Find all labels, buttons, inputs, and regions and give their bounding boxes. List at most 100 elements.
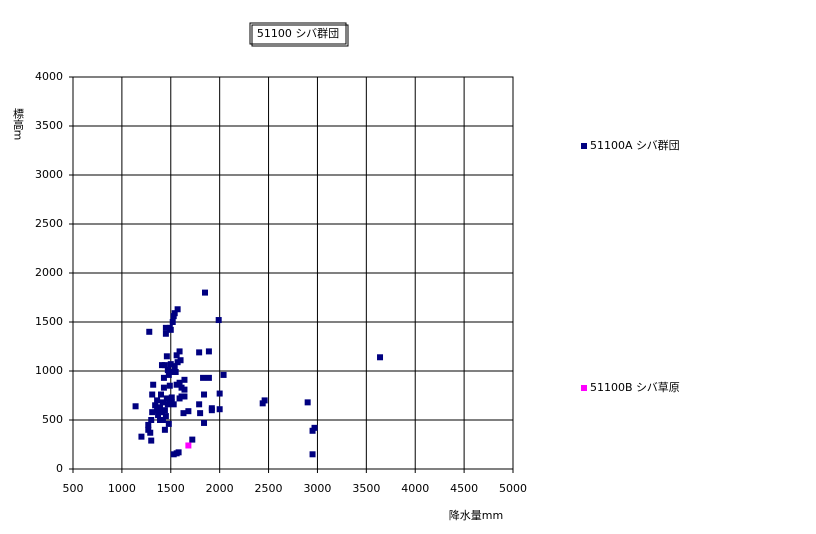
data-point — [304, 399, 311, 406]
data-point — [161, 426, 168, 433]
title-box — [249, 22, 347, 45]
data-point — [205, 348, 212, 355]
x-tick-label: 3500 — [352, 482, 380, 495]
chart-title: 51100 シバ群団 — [257, 26, 339, 40]
data-point — [201, 419, 208, 426]
data-point — [162, 413, 169, 420]
data-point — [202, 289, 208, 296]
data-point — [200, 374, 207, 381]
y-tick-label: 2500 — [35, 217, 63, 230]
data-point — [196, 349, 203, 356]
data-point — [164, 401, 171, 408]
data-point — [164, 367, 171, 374]
y-tick-label: 1500 — [35, 315, 63, 328]
data-point — [181, 376, 188, 383]
data-point — [261, 397, 268, 404]
data-point — [160, 384, 167, 391]
x-tick-label: 3000 — [303, 482, 331, 495]
y-axis-label: 標高m — [12, 106, 25, 140]
data-point — [160, 374, 167, 381]
data-point — [220, 371, 227, 378]
data-point — [152, 402, 159, 409]
data-point — [175, 449, 182, 456]
legend-swatch — [581, 143, 587, 149]
data-point — [132, 403, 139, 410]
data-point — [216, 390, 223, 397]
x-tick-label: 4000 — [401, 482, 429, 495]
data-point — [146, 328, 153, 335]
y-tick-label: 3500 — [35, 119, 63, 132]
data-point — [167, 361, 174, 368]
data-point — [157, 404, 164, 411]
data-point — [215, 317, 222, 324]
data-point — [311, 424, 318, 431]
data-point — [155, 412, 162, 419]
y-tick-label: 3000 — [35, 168, 63, 181]
data-point — [161, 362, 168, 369]
legend-swatch — [581, 385, 587, 391]
data-point — [185, 442, 192, 449]
data-point — [145, 421, 152, 428]
legend-label: 51100A シバ群団 — [590, 138, 680, 152]
data-point — [150, 381, 157, 388]
data-point — [163, 353, 170, 360]
title-shadow — [251, 24, 349, 47]
data-point — [148, 417, 155, 423]
x-tick-label: 5000 — [499, 482, 527, 495]
legend-label: 51100B シバ草原 — [590, 381, 680, 394]
x-axis-label: 降水量mm — [449, 508, 503, 522]
data-point — [205, 374, 212, 381]
data-point — [185, 408, 192, 415]
data-point — [174, 306, 181, 313]
data-point — [196, 401, 203, 408]
data-point — [197, 410, 204, 417]
data-point — [171, 310, 178, 317]
data-point — [208, 405, 215, 412]
y-tick-label: 1000 — [35, 364, 63, 377]
data-point — [159, 399, 166, 406]
data-point — [149, 391, 156, 398]
data-point — [216, 406, 223, 413]
x-tick-label: 2500 — [255, 482, 283, 495]
data-point — [166, 382, 173, 389]
data-point — [162, 324, 169, 331]
data-point — [147, 429, 154, 436]
x-tick-label: 1000 — [108, 482, 136, 495]
data-point — [201, 391, 208, 398]
data-point — [161, 407, 168, 414]
y-tick-label: 0 — [56, 462, 63, 475]
x-tick-label: 500 — [63, 482, 84, 495]
data-point — [176, 379, 183, 386]
data-point — [173, 352, 180, 359]
data-point — [149, 409, 156, 416]
x-tick-label: 1500 — [157, 482, 185, 495]
y-tick-label: 2000 — [35, 266, 63, 279]
data-point — [189, 436, 196, 443]
data-point — [169, 319, 176, 325]
data-point — [159, 417, 166, 423]
data-point — [148, 437, 155, 444]
data-point — [158, 391, 164, 398]
data-point — [181, 386, 188, 393]
data-point — [176, 348, 183, 355]
data-point — [168, 394, 175, 401]
data-point — [162, 330, 169, 337]
data-point — [165, 371, 172, 378]
data-point — [171, 363, 178, 370]
data-point — [172, 368, 179, 375]
x-tick-label: 4500 — [450, 482, 478, 495]
data-point — [165, 420, 172, 427]
data-point — [181, 393, 188, 400]
data-point — [177, 357, 184, 364]
y-tick-label: 500 — [42, 413, 63, 426]
data-point — [154, 397, 161, 404]
data-point — [138, 433, 145, 440]
data-point — [377, 354, 384, 361]
data-point — [167, 326, 174, 333]
data-point — [170, 401, 177, 408]
x-tick-label: 2000 — [206, 482, 234, 495]
data-point — [180, 410, 187, 417]
data-point — [309, 451, 316, 458]
y-tick-label: 4000 — [35, 70, 63, 83]
